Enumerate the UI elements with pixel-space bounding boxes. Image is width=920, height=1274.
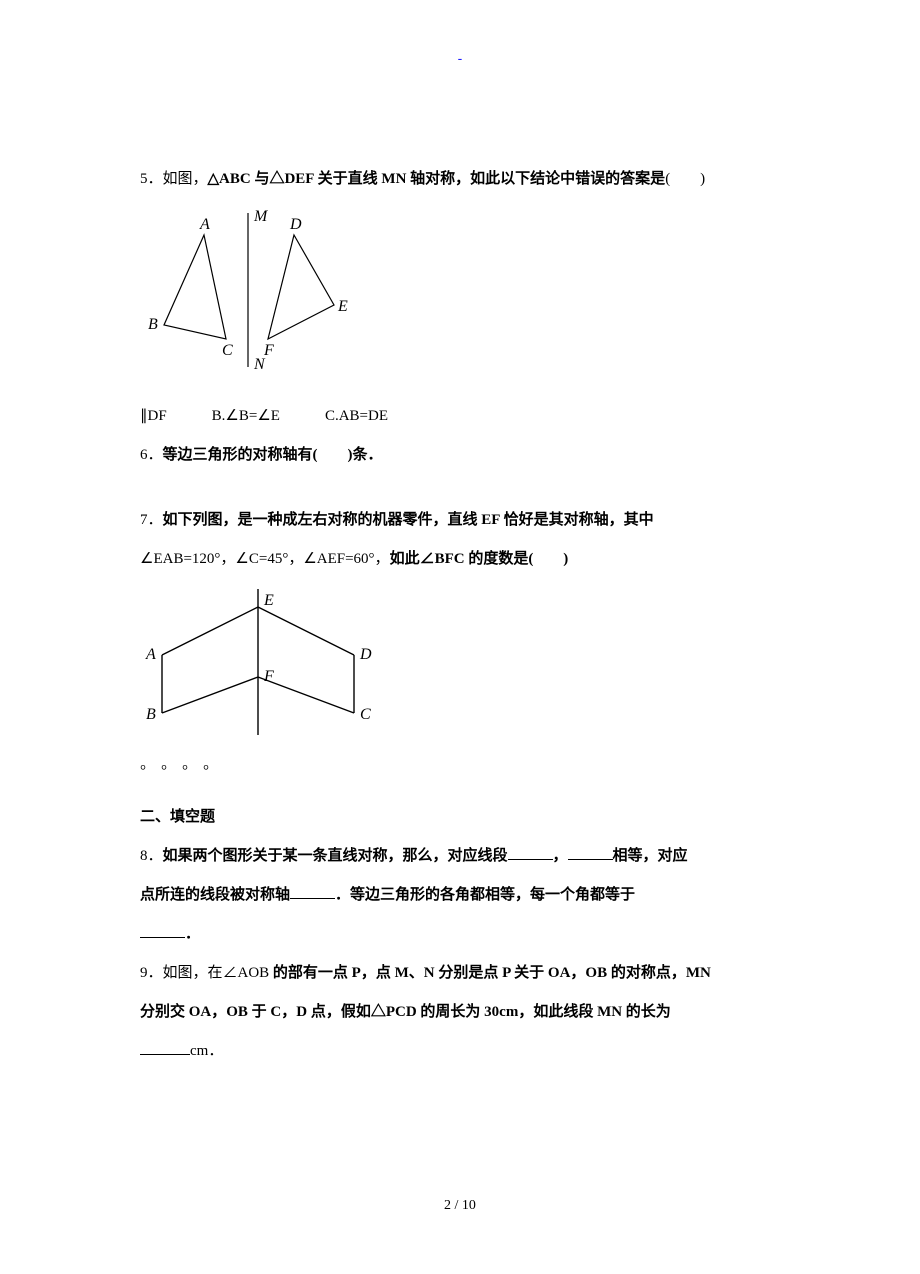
q9-line2: 分别交 OA，OB 于 C，D 点，假如△PCD 的周长为 30cm，如此线段 …: [140, 993, 780, 1032]
svg-text:D: D: [359, 646, 372, 663]
q5-prefix: 5．如图，: [140, 171, 208, 187]
q8-t4: 点所连的线段被对称轴: [140, 887, 290, 903]
svg-text:M: M: [253, 208, 269, 225]
q9-t2: 分别交 OA，OB 于 C，D 点，假如△PCD 的周长为 30cm，如此线段 …: [140, 1004, 671, 1020]
q7-l2b: 如此∠BFC 的度数是( ): [390, 551, 569, 567]
svg-text:D: D: [289, 216, 302, 233]
q5-tail: 错误的答案是: [575, 171, 665, 187]
q8-blank4: [140, 922, 185, 938]
q7-line1: 7．如下列图，是一种成左右对称的机器零件，直线 EF 恰好是其对称轴，其中: [140, 501, 780, 540]
q8-line2: 点所连的线段被对称轴 ．等边三角形的各角都相等，每一个角都等于: [140, 876, 780, 915]
q8-prefix: 8．: [140, 848, 163, 864]
q9-blank: [140, 1039, 190, 1055]
q9-prefix: 9．如图，在∠AOB: [140, 965, 269, 981]
page-number: 2 / 10: [0, 1198, 920, 1214]
svg-text:F: F: [263, 668, 274, 685]
page-body: 5．如图，△ABC 与△DEF 关于直线 MN 轴对称，如此以下结论中错误的答案…: [140, 160, 780, 1071]
q9-unit: cm．: [190, 1043, 223, 1059]
q8-t1: 如果两个图形关于某一条直线对称，那么，对应线段: [163, 848, 508, 864]
q7-figure: E F A B D C: [140, 585, 780, 756]
q5-paren: ( ): [665, 171, 705, 187]
q6-bold: 等边三角形的对称轴有( )条．: [163, 447, 383, 463]
q8-t3: 相等，对应: [613, 848, 688, 864]
svg-text:E: E: [337, 298, 348, 315]
q9-line1: 9．如图，在∠AOB 的部有一点 P，点 M、N 分别是点 P 关于 OA，OB…: [140, 954, 780, 993]
q7-l2a: ∠EAB=120°，∠C=45°，∠AEF=60°，: [140, 551, 390, 567]
q7-line2: ∠EAB=120°，∠C=45°，∠AEF=60°，如此∠BFC 的度数是( ): [140, 540, 780, 579]
svg-text:A: A: [145, 646, 156, 663]
q6-prefix: 6．: [140, 447, 163, 463]
svg-text:E: E: [263, 592, 274, 609]
svg-text:B: B: [148, 316, 158, 333]
q8-line1: 8．如果两个图形关于某一条直线对称，那么，对应线段 ， 相等，对应: [140, 837, 780, 876]
svg-text:C: C: [360, 706, 371, 723]
q5-figure: MNABCDEF: [140, 205, 780, 391]
q9-line3: cm．: [140, 1032, 780, 1071]
q7-l1-bold: 如下列图，是一种成左右对称的机器零件，直线 EF 恰好是其对称轴，其中: [163, 512, 654, 528]
header-dash: -: [458, 50, 463, 66]
q8-t2: ，: [553, 848, 568, 864]
svg-text:F: F: [263, 342, 274, 359]
q8-blank3: [290, 883, 335, 899]
q9-t1: 的部有一点 P，点 M、N 分别是点 P 关于 OA，OB 的对称点，MN: [269, 965, 711, 981]
svg-text:A: A: [199, 216, 210, 233]
section-2-title: 二、填空题: [140, 798, 780, 837]
q8-line3: ．: [140, 915, 780, 954]
q8-t6: ．: [185, 926, 200, 942]
q5-line: 5．如图，△ABC 与△DEF 关于直线 MN 轴对称，如此以下结论中错误的答案…: [140, 160, 780, 199]
q5-body: △ABC 与△DEF 关于直线 MN 轴对称，如此以下结论中: [208, 171, 576, 187]
q8-blank1: [508, 844, 553, 860]
svg-text:C: C: [222, 342, 233, 359]
svg-text:B: B: [146, 706, 156, 723]
q5-options: ∥DF B.∠B=∠E C.AB=DE: [140, 397, 780, 436]
q8-blank2: [568, 844, 613, 860]
q7-marks: ° ° ° °: [140, 762, 780, 780]
q8-t5: ．等边三角形的各角都相等，每一个角都等于: [335, 887, 635, 903]
q7-prefix: 7．: [140, 512, 163, 528]
q6-line: 6．等边三角形的对称轴有( )条．: [140, 436, 780, 475]
